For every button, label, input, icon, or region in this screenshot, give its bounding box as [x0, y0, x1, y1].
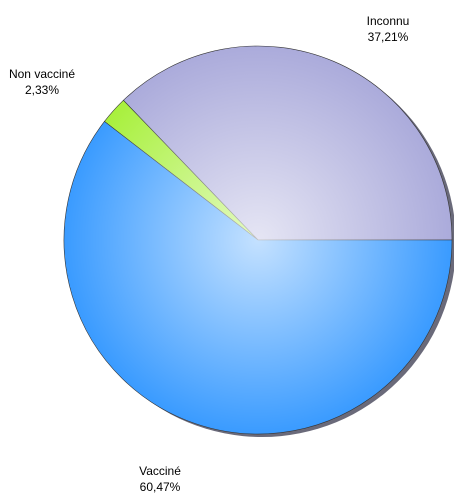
slice-value-label: 2,33%: [25, 83, 59, 97]
slice-label: Inconnu: [367, 14, 410, 28]
slice-value-label: 60,47%: [140, 480, 181, 494]
slice-label: Vacciné: [139, 464, 181, 478]
slice-value-label: 37,21%: [368, 30, 409, 44]
labels: Inconnu 37,21% Non vacciné 2,33% Vacciné 60,4…: [9, 14, 409, 494]
slices: [63, 45, 453, 435]
slice-label: Non vacciné: [9, 67, 75, 81]
